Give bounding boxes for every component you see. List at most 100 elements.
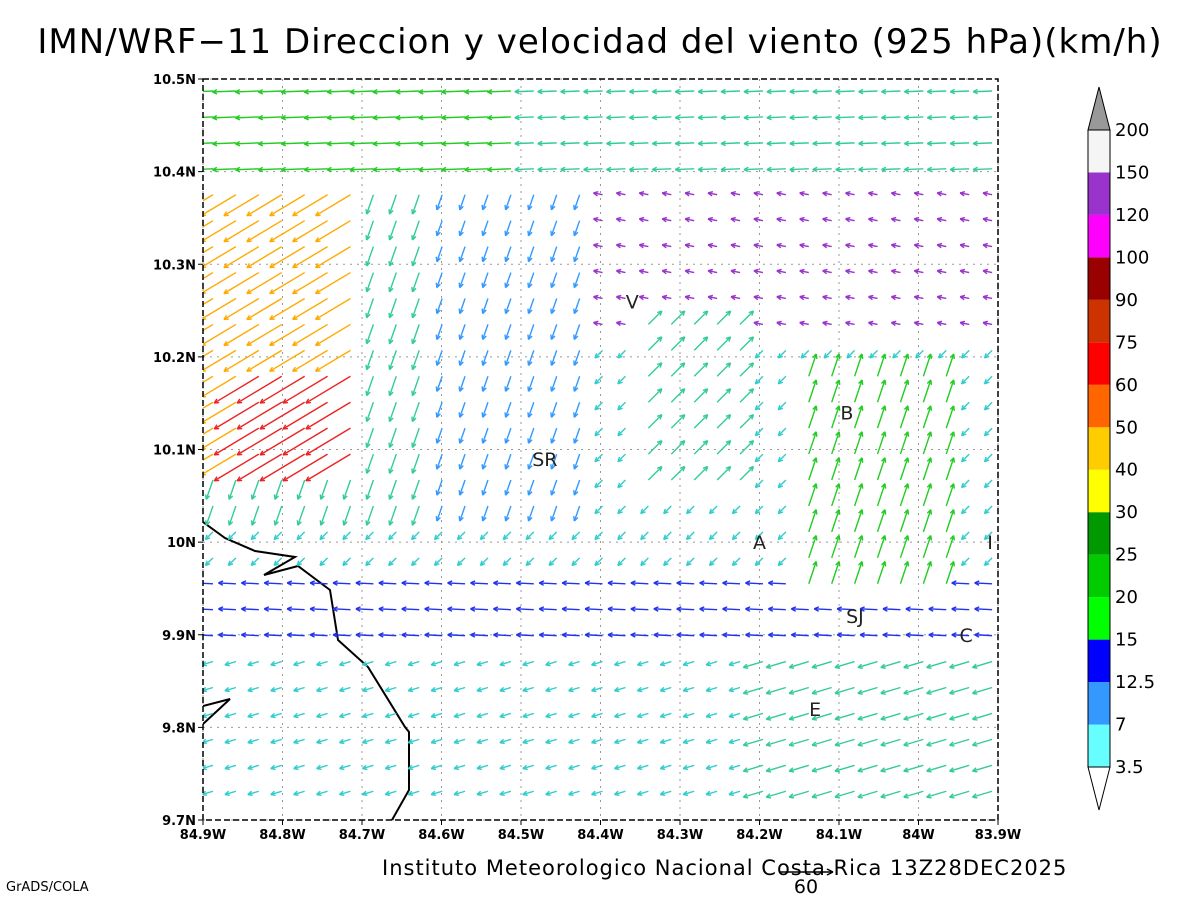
wind-vector [899,379,909,403]
wind-vector-head [959,190,966,197]
wind-vector [203,582,214,585]
wind-vector [573,401,581,418]
wind-vector [670,414,686,429]
wind-vector [514,168,534,171]
wind-vector [972,660,993,669]
wind-vector-head [812,88,818,95]
wind-vector-head [857,689,863,695]
wind-vector [281,90,305,93]
wind-vector [903,790,924,798]
wind-vector [568,790,580,796]
wind-vector-head [880,431,887,437]
wind-vector [716,466,732,481]
wind-vector [652,90,672,93]
wind-vector-head [720,166,726,173]
wind-vector [224,738,237,744]
wind-vector [984,557,993,566]
wind-vector [573,376,581,392]
wind-vector-head [926,663,932,669]
wind-vector-head [384,738,391,745]
wind-vector [281,168,305,171]
wind-vector [315,246,351,269]
wind-vector-head [766,88,772,95]
wind-vector-head [926,560,933,567]
wind-vector [259,375,306,404]
wind-vector [550,350,558,366]
wind-vector [264,634,282,637]
wind-vector [743,790,764,798]
wind-vector [310,582,328,585]
wind-vector [434,531,443,540]
wind-vector [606,142,626,145]
wind-vector [482,324,489,340]
wind-vector [550,401,558,418]
wind-vector [984,375,993,385]
wind-vector-head [384,764,391,771]
wind-vector [739,466,754,481]
wind-vector-head [882,632,888,638]
wind-vector [487,90,511,93]
wind-vector [860,608,878,611]
wind-vector [493,582,511,585]
wind-vector-head [303,166,309,173]
wind-vector [436,194,443,211]
wind-vector-head [960,560,967,567]
wind-vector-head [504,308,510,315]
wind-vector [502,531,512,540]
wind-vector [903,764,924,772]
wind-vector [411,220,420,241]
wind-vector [224,660,237,666]
wind-vector-head [708,508,715,515]
wind-vector-head [458,308,464,315]
wind-vector-head [339,790,345,797]
wind-vector-head [223,340,229,347]
wind-vector-head [725,310,732,316]
wind-vector [235,142,259,145]
wind-vector [527,479,535,496]
wind-vector-head [904,140,910,147]
wind-vector-head [527,204,533,211]
wind-vector [282,401,328,430]
wind-vector [705,790,718,796]
wind-vector-head [545,764,551,771]
wind-vector-head [407,686,414,693]
wind-vector-head [447,632,453,638]
wind-vector-head [464,166,470,173]
wind-vector-head [573,204,579,211]
wind-vector-head [435,360,441,366]
wind-vector [408,790,420,796]
wind-vector [388,427,397,448]
wind-vector-head [583,88,589,95]
wind-vector-head [384,660,391,667]
wind-vector [527,427,535,444]
wind-vector [527,453,535,470]
wind-vector-head [748,362,755,368]
wind-vector-head [527,464,533,470]
wind-vector [808,431,817,455]
wind-vector [499,712,512,718]
wind-vector-head [705,712,712,719]
colorbar-label: 200 [1115,120,1149,141]
wind-vector-head [550,438,556,444]
wind-vector [372,168,397,171]
wind-vector [388,531,397,540]
wind-vector [573,272,581,288]
wind-vector [241,582,259,585]
wind-vector-head [361,764,368,771]
wind-vector [204,557,214,566]
wind-vector [212,142,236,145]
wind-vector-head [707,268,714,275]
wind-vector [342,531,351,540]
wind-vector [853,379,863,403]
wind-vector-head [568,686,574,693]
wind-vector-head [822,242,828,249]
wind-vector-head [679,414,686,420]
wind-vector [961,531,970,540]
wind-vector [591,712,603,718]
wind-vector [585,582,603,585]
wind-vector-head [447,606,453,612]
wind-vector [203,453,237,475]
wind-vector-head [401,580,407,586]
wind-vector-head [502,560,509,567]
wind-vector-head [903,560,910,567]
